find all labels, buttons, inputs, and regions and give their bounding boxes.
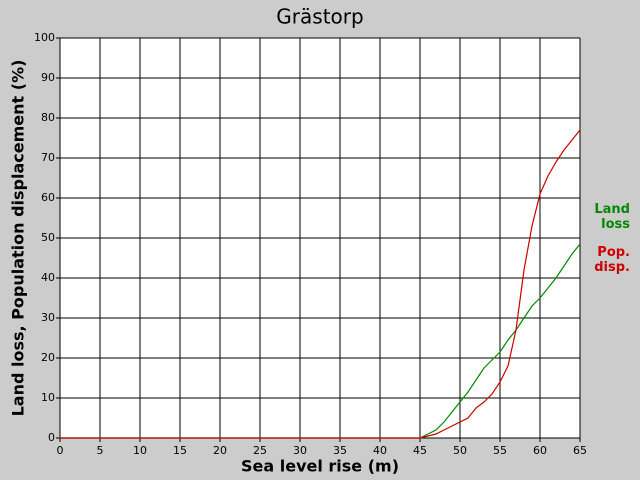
y-tick-label: 80	[41, 111, 55, 124]
legend-entry: Land loss	[594, 202, 630, 232]
y-tick-label: 50	[41, 231, 55, 244]
x-tick-label: 30	[293, 444, 307, 457]
x-tick-label: 25	[253, 444, 267, 457]
x-tick-label: 50	[453, 444, 467, 457]
x-tick-label: 40	[373, 444, 387, 457]
data-line	[60, 129, 581, 439]
x-axis-label: Sea level rise (m)	[241, 457, 399, 476]
y-axis-label: Land loss, Population displacement (%)	[9, 60, 28, 417]
y-tick-label: 100	[34, 31, 55, 44]
x-tick-label: 15	[173, 444, 187, 457]
x-tick-label: 65	[573, 444, 587, 457]
y-tick-label: 70	[41, 151, 55, 164]
y-tick-label: 20	[41, 351, 55, 364]
y-tick-label: 0	[48, 431, 55, 444]
x-tick-label: 10	[133, 444, 147, 457]
x-tick-label: 55	[493, 444, 507, 457]
y-tick-label: 40	[41, 271, 55, 284]
x-tick-label: 0	[57, 444, 64, 457]
x-tick-label: 35	[333, 444, 347, 457]
y-tick-label: 60	[41, 191, 55, 204]
x-tick-label: 45	[413, 444, 427, 457]
chart-title: Grästorp	[276, 5, 363, 29]
x-tick-label: 20	[213, 444, 227, 457]
x-tick-label: 60	[533, 444, 547, 457]
y-tick-label: 30	[41, 311, 55, 324]
x-tick-label: 5	[97, 444, 104, 457]
y-tick-label: 10	[41, 391, 55, 404]
y-tick-label: 90	[41, 71, 55, 84]
legend-entry: Pop. disp.	[594, 245, 630, 275]
